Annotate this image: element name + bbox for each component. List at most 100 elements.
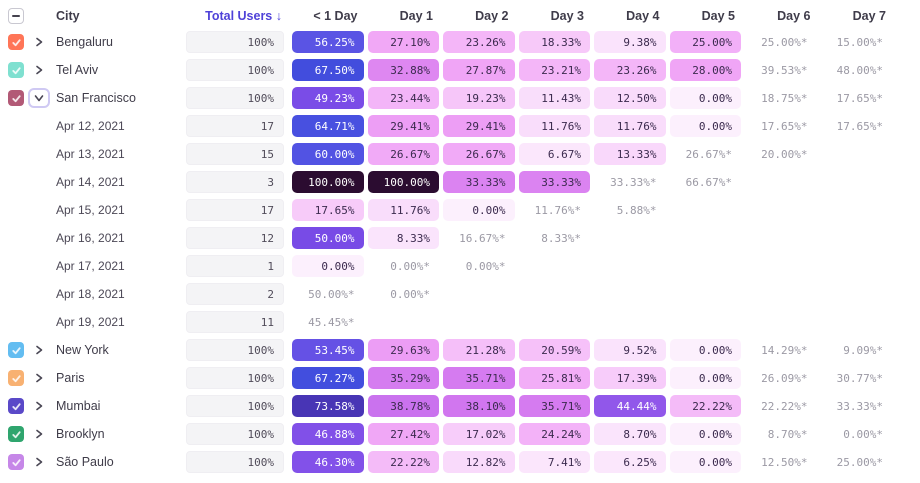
- retention-cell[interactable]: 8.70%: [594, 423, 666, 445]
- retention-cell[interactable]: 6.25%: [594, 451, 666, 473]
- retention-cell[interactable]: 0.00%*: [465, 259, 506, 273]
- retention-cell[interactable]: 7.41%: [518, 451, 590, 473]
- retention-cell[interactable]: 15.00%*: [836, 35, 883, 49]
- retention-cell[interactable]: 9.52%: [594, 339, 666, 361]
- retention-cell[interactable]: 11.76%*: [534, 203, 581, 217]
- retention-cell[interactable]: 0.00%: [669, 423, 741, 445]
- retention-cell[interactable]: 6.67%: [518, 143, 590, 165]
- retention-cell[interactable]: 67.27%: [292, 367, 364, 389]
- column-header-city[interactable]: City: [56, 9, 80, 23]
- retention-cell[interactable]: 0.00%: [443, 199, 515, 221]
- retention-cell[interactable]: 48.00%*: [836, 63, 883, 77]
- retention-cell[interactable]: 11.76%: [367, 199, 439, 221]
- retention-cell[interactable]: 18.75%*: [761, 91, 808, 105]
- column-header-day[interactable]: Day 7: [852, 9, 886, 23]
- retention-cell[interactable]: 45.45%*: [308, 315, 355, 329]
- retention-cell[interactable]: 49.23%: [292, 87, 364, 109]
- retention-cell[interactable]: 14.29%*: [761, 343, 808, 357]
- retention-cell[interactable]: 23.26%: [594, 59, 666, 81]
- retention-cell[interactable]: 19.23%: [443, 87, 515, 109]
- collapse-chevron-down-icon[interactable]: [28, 88, 50, 108]
- column-header-day[interactable]: Day 4: [626, 9, 660, 23]
- retention-cell[interactable]: 35.71%: [443, 367, 515, 389]
- retention-cell[interactable]: 17.65%*: [761, 119, 808, 133]
- retention-cell[interactable]: 35.71%: [518, 395, 590, 417]
- retention-cell[interactable]: 33.33%: [518, 171, 590, 193]
- select-all-checkbox[interactable]: [8, 8, 24, 24]
- retention-cell[interactable]: 17.65%: [292, 199, 364, 221]
- retention-cell[interactable]: 27.10%: [367, 31, 439, 53]
- retention-cell[interactable]: 30.77%*: [836, 371, 883, 385]
- retention-cell[interactable]: 23.44%: [367, 87, 439, 109]
- row-checkbox[interactable]: [8, 342, 24, 358]
- retention-cell[interactable]: 0.00%*: [843, 427, 883, 441]
- retention-cell[interactable]: 26.67%*: [685, 147, 732, 161]
- retention-cell[interactable]: 29.63%: [367, 339, 439, 361]
- retention-cell[interactable]: 27.42%: [367, 423, 439, 445]
- retention-cell[interactable]: 22.22%: [367, 451, 439, 473]
- retention-cell[interactable]: 12.50%: [594, 87, 666, 109]
- retention-cell[interactable]: 8.70%*: [767, 427, 808, 441]
- retention-cell[interactable]: 22.22%: [669, 395, 741, 417]
- retention-cell[interactable]: 44.44%: [594, 395, 666, 417]
- retention-cell[interactable]: 25.00%: [669, 31, 741, 53]
- retention-cell[interactable]: 21.28%: [443, 339, 515, 361]
- retention-cell[interactable]: 46.30%: [292, 451, 364, 473]
- retention-cell[interactable]: 26.67%: [443, 143, 515, 165]
- row-checkbox[interactable]: [8, 426, 24, 442]
- retention-cell[interactable]: 18.33%: [518, 31, 590, 53]
- expand-chevron-right-icon[interactable]: [28, 424, 50, 444]
- retention-cell[interactable]: 33.33%: [443, 171, 515, 193]
- retention-cell[interactable]: 16.67%*: [459, 231, 506, 245]
- retention-cell[interactable]: 35.29%: [367, 367, 439, 389]
- retention-cell[interactable]: 20.00%*: [761, 147, 808, 161]
- retention-cell[interactable]: 29.41%: [367, 115, 439, 137]
- expand-chevron-right-icon[interactable]: [28, 452, 50, 472]
- retention-cell[interactable]: 67.50%: [292, 59, 364, 81]
- retention-cell[interactable]: 38.78%: [367, 395, 439, 417]
- row-checkbox[interactable]: [8, 62, 24, 78]
- retention-cell[interactable]: 25.00%*: [761, 35, 808, 49]
- expand-chevron-right-icon[interactable]: [28, 396, 50, 416]
- column-header-day[interactable]: Day 5: [701, 9, 735, 23]
- retention-cell[interactable]: 66.67%*: [685, 175, 732, 189]
- row-checkbox[interactable]: [8, 370, 24, 386]
- retention-cell[interactable]: 22.22%*: [761, 399, 808, 413]
- retention-cell[interactable]: 17.02%: [443, 423, 515, 445]
- retention-cell[interactable]: 26.09%*: [761, 371, 808, 385]
- retention-cell[interactable]: 13.33%: [594, 143, 666, 165]
- retention-cell[interactable]: 50.00%: [292, 227, 364, 249]
- expand-chevron-right-icon[interactable]: [28, 32, 50, 52]
- retention-cell[interactable]: 73.58%: [292, 395, 364, 417]
- retention-cell[interactable]: 8.33%: [367, 227, 439, 249]
- retention-cell[interactable]: 25.00%*: [836, 455, 883, 469]
- retention-cell[interactable]: 33.33%*: [610, 175, 657, 189]
- retention-cell[interactable]: 5.88%*: [616, 203, 657, 217]
- retention-cell[interactable]: 50.00%*: [308, 287, 355, 301]
- retention-cell[interactable]: 0.00%: [669, 339, 741, 361]
- retention-cell[interactable]: 0.00%: [292, 255, 364, 277]
- retention-cell[interactable]: 17.65%*: [836, 91, 883, 105]
- retention-cell[interactable]: 23.21%: [518, 59, 590, 81]
- retention-cell[interactable]: 33.33%*: [836, 399, 883, 413]
- retention-cell[interactable]: 28.00%: [669, 59, 741, 81]
- retention-cell[interactable]: 0.00%: [669, 367, 741, 389]
- retention-cell[interactable]: 53.45%: [292, 339, 364, 361]
- column-header-day[interactable]: < 1 Day: [313, 9, 358, 23]
- expand-chevron-right-icon[interactable]: [28, 60, 50, 80]
- retention-cell[interactable]: 9.09%*: [843, 343, 883, 357]
- retention-cell[interactable]: 12.50%*: [761, 455, 808, 469]
- retention-cell[interactable]: 20.59%: [518, 339, 590, 361]
- retention-cell[interactable]: 12.82%: [443, 451, 515, 473]
- retention-cell[interactable]: 9.38%: [594, 31, 666, 53]
- retention-cell[interactable]: 60.00%: [292, 143, 364, 165]
- column-header-day[interactable]: Day 3: [550, 9, 584, 23]
- retention-cell[interactable]: 11.76%: [594, 115, 666, 137]
- retention-cell[interactable]: 56.25%: [292, 31, 364, 53]
- retention-cell[interactable]: 29.41%: [443, 115, 515, 137]
- retention-cell[interactable]: 0.00%: [669, 87, 741, 109]
- retention-cell[interactable]: 25.81%: [518, 367, 590, 389]
- retention-cell[interactable]: 0.00%: [669, 451, 741, 473]
- expand-chevron-right-icon[interactable]: [28, 368, 50, 388]
- row-checkbox[interactable]: [8, 34, 24, 50]
